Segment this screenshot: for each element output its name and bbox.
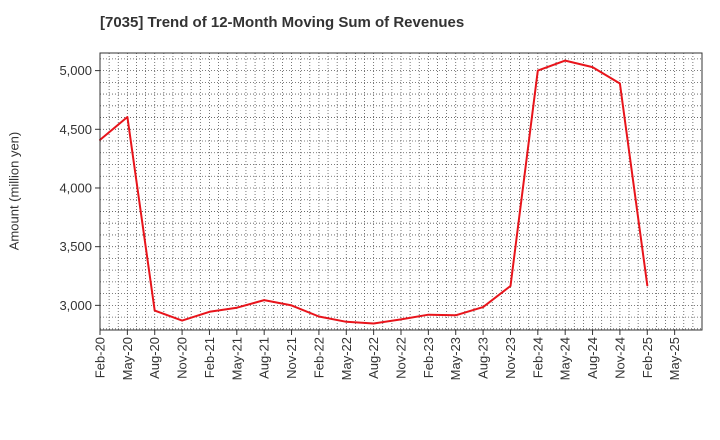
y-tick-label: 5,000 [59, 63, 92, 78]
x-tick-label: May-24 [558, 337, 573, 380]
x-tick-label: Feb-23 [421, 337, 436, 378]
y-tick-label: 3,500 [59, 239, 92, 254]
x-tick-label: Aug-23 [476, 337, 491, 379]
y-tick-label: 3,000 [59, 298, 92, 313]
x-tick-label: May-25 [667, 337, 682, 380]
grid-layer [100, 53, 702, 330]
x-tick-label: Aug-22 [366, 337, 381, 379]
y-tick-label: 4,000 [59, 180, 92, 195]
x-tick-label: May-21 [229, 337, 244, 380]
x-tick-label: Aug-21 [257, 337, 272, 379]
revenue-series-line [99, 59, 649, 325]
series-layer [99, 59, 649, 325]
x-tick-label: Nov-23 [503, 337, 518, 379]
x-tick-label: Feb-20 [93, 337, 108, 378]
x-tick-label: May-20 [120, 337, 135, 380]
chart-title: [7035] Trend of 12-Month Moving Sum of R… [100, 14, 465, 31]
x-tick-label: Aug-20 [147, 337, 162, 379]
y-tick-labels: 3,000 3,500 4,000 4,500 5,000 [59, 63, 100, 313]
x-tick-label: May-22 [339, 337, 354, 380]
x-tick-label: May-23 [448, 337, 463, 380]
x-tick-label: Nov-21 [284, 337, 299, 379]
x-tick-labels: Feb-20 May-20 Aug-20 Nov-20 Feb-21 May-21 Aug-… [93, 330, 682, 380]
x-tick-label: Feb-21 [202, 337, 217, 378]
y-tick-label: 4,500 [59, 122, 92, 137]
x-tick-label: Nov-22 [394, 337, 409, 379]
x-tick-label: Aug-24 [585, 337, 600, 379]
x-tick-label: Feb-24 [530, 337, 545, 378]
x-tick-label: Feb-22 [311, 337, 326, 378]
x-tick-label: Nov-20 [175, 337, 190, 379]
x-tick-label: Nov-24 [612, 337, 627, 379]
x-tick-label: Feb-25 [640, 337, 655, 378]
